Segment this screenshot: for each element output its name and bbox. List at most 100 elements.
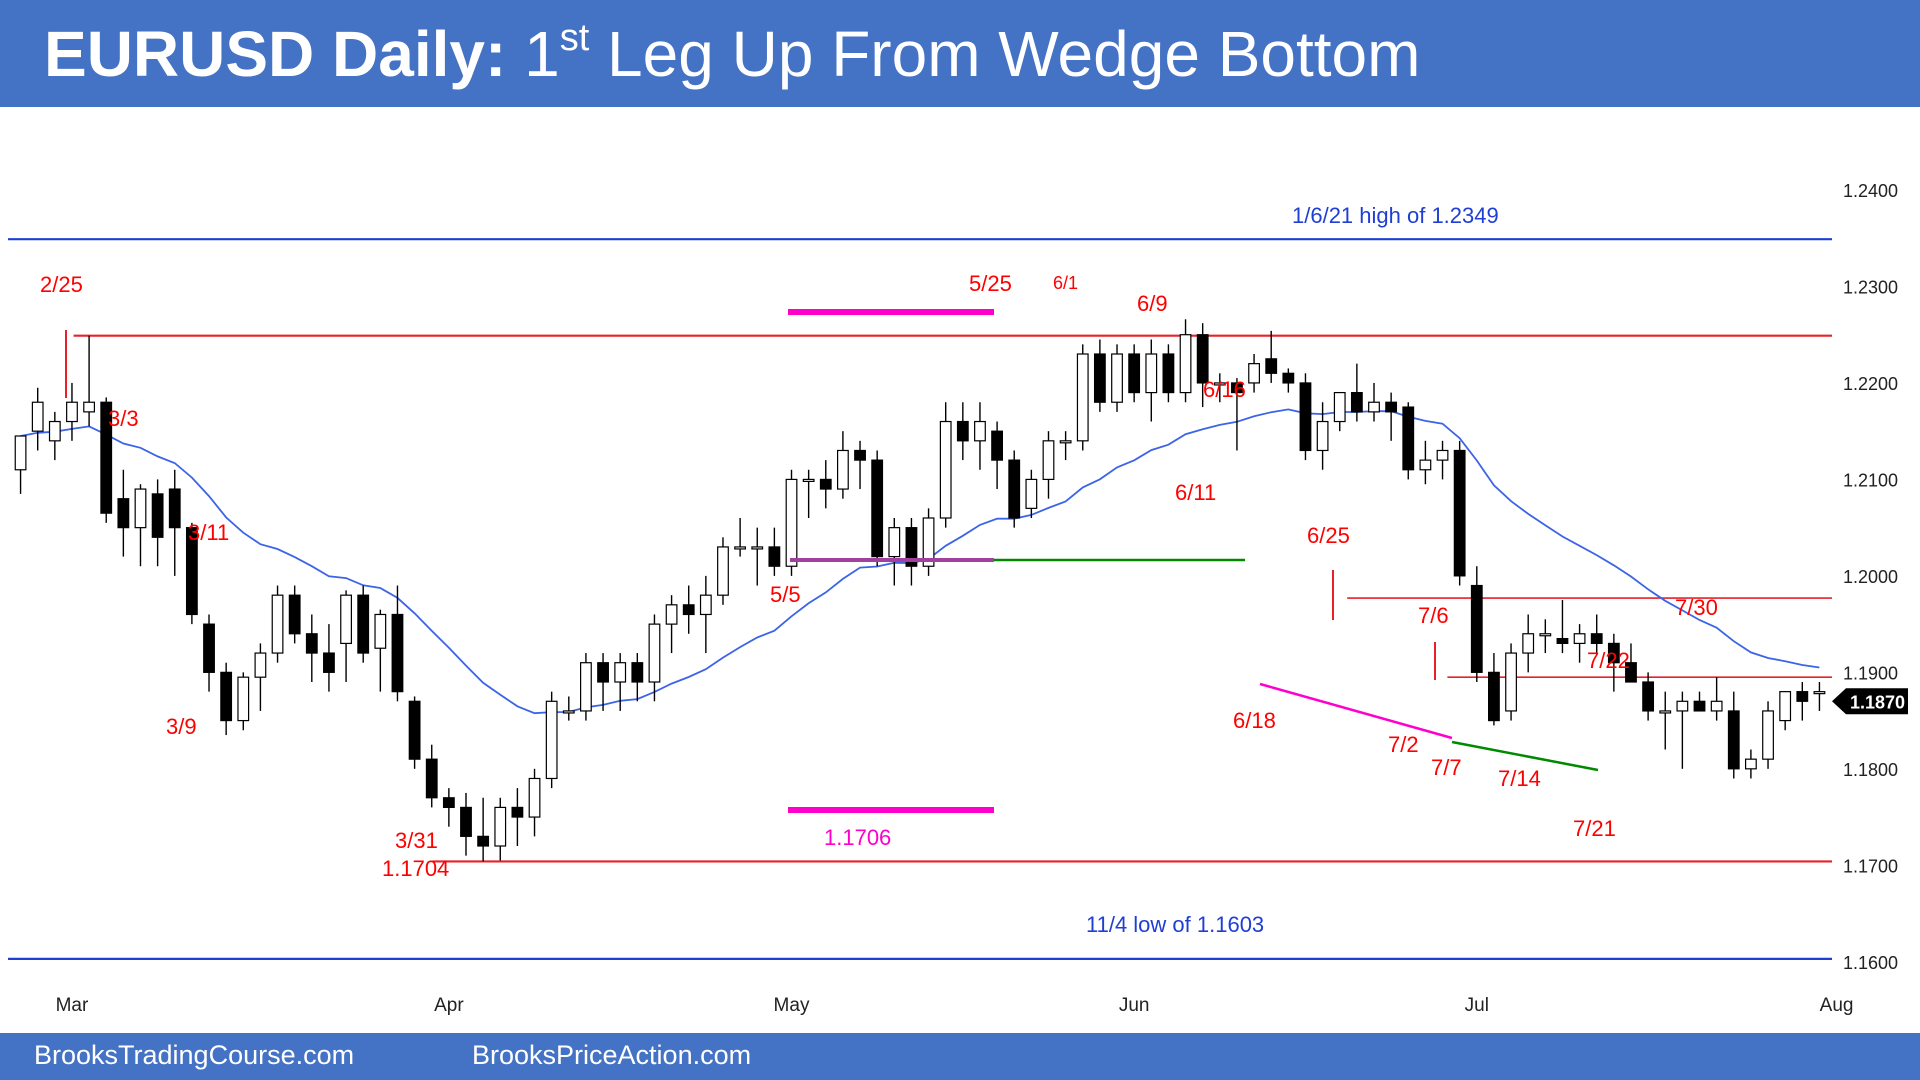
candle: [836, 431, 849, 499]
candle-body: [1590, 633, 1603, 645]
candle: [1385, 392, 1398, 441]
candle-body: [922, 517, 935, 567]
label-date-2-25: 2/25: [40, 272, 83, 297]
candle: [1470, 566, 1483, 682]
candle-body: [905, 527, 918, 567]
candle-body: [717, 546, 729, 596]
candle-body: [425, 758, 438, 799]
label-date-7-2: 7/2: [1388, 732, 1419, 757]
candle-body: [1368, 401, 1380, 413]
candle-body: [357, 594, 370, 654]
candle: [100, 397, 113, 523]
candle: [185, 522, 198, 625]
candle: [1316, 402, 1329, 470]
label-low-1603: 11/4 low of 1.1603: [1086, 912, 1264, 937]
candle: [1093, 339, 1106, 412]
candle-body: [408, 700, 421, 760]
candle: [48, 411, 61, 461]
candle: [1453, 440, 1466, 586]
candle-body: [614, 662, 627, 683]
candle: [922, 508, 935, 576]
candle-body: [1470, 584, 1483, 673]
candle: [1350, 363, 1363, 422]
candle-body: [665, 604, 678, 625]
candle-body: [1350, 391, 1363, 413]
candle-body: [203, 623, 215, 673]
candle-body: [117, 498, 130, 529]
candle: [1710, 677, 1723, 721]
candle-body: [597, 662, 609, 683]
candle-body: [1436, 449, 1449, 461]
candle-body: [1402, 406, 1415, 471]
candle-body: [1299, 382, 1312, 452]
candlestick-chart: 1.1600 1.1700 1.1800 1.1900 1.2000 1.2100 1.22…: [8, 181, 1908, 1016]
candle-body: [237, 676, 250, 722]
candle-body: [562, 710, 575, 714]
candle-body: [1231, 382, 1243, 394]
candle: [734, 518, 747, 557]
candle-body: [1488, 671, 1500, 722]
horizontal-levels: [8, 238, 1832, 960]
candle: [374, 609, 387, 692]
candle-body: [888, 527, 901, 558]
candle-body: [580, 662, 592, 712]
candle: [1436, 440, 1449, 480]
label-date-7-30: 7/30: [1675, 595, 1718, 620]
candle: [323, 624, 335, 692]
label-high-2349: 1/6/21 high of 1.2349: [1292, 203, 1499, 228]
candle-body: [819, 478, 832, 490]
candle-body: [374, 613, 387, 649]
candle: [545, 691, 558, 789]
title-leg-suffix: st: [559, 17, 590, 59]
candle-body: [1128, 353, 1141, 394]
y-tick-label: 1.1800: [1843, 760, 1898, 780]
candle: [1727, 691, 1740, 779]
candle: [220, 662, 233, 736]
candle-body: [871, 459, 884, 558]
candle: [83, 335, 96, 427]
x-tick-label: Mar: [56, 995, 89, 1016]
candle: [1693, 691, 1706, 712]
candle: [1111, 344, 1123, 412]
candle: [1333, 391, 1346, 432]
candle-body: [802, 478, 815, 483]
label-date-7-14: 7/14: [1498, 766, 1541, 791]
y-tick-label: 1.2300: [1843, 277, 1898, 297]
candle-body: [31, 401, 44, 432]
candle: [1299, 373, 1312, 461]
candle: [425, 744, 438, 808]
label-date-3-11: 3/11: [188, 520, 229, 545]
annotation-markers: [65, 309, 1599, 813]
candle-body: [836, 449, 849, 490]
candle: [562, 696, 575, 721]
candle-body: [1556, 637, 1569, 645]
x-tick-label: Aug: [1820, 995, 1854, 1016]
candle-body: [1625, 662, 1637, 683]
candle: [699, 575, 712, 654]
candle: [1196, 323, 1209, 408]
candle: [477, 797, 490, 862]
label-date-7-22: 7/22: [1587, 648, 1630, 673]
label-date-6-1: 6/1: [1053, 273, 1078, 293]
candle-body: [1727, 710, 1740, 770]
candle-body: [751, 546, 764, 550]
candle-body: [699, 594, 712, 616]
candle: [271, 585, 284, 663]
candle: [1248, 354, 1260, 393]
candle-body: [460, 806, 472, 837]
label-date-6-18: 6/18: [1233, 708, 1276, 733]
x-tick-label: Apr: [434, 995, 464, 1016]
candle-body: [1282, 372, 1295, 384]
footer-right-site[interactable]: BrooksPriceAction.com: [472, 1040, 752, 1070]
candle: [1607, 633, 1620, 692]
candle: [665, 595, 678, 654]
candle: [854, 440, 866, 490]
label-date-6-11: 6/11: [1175, 480, 1216, 505]
y-tick-label: 1.2100: [1843, 470, 1898, 490]
label-magenta-1706: 1.1706: [824, 825, 891, 850]
footer-left-site[interactable]: BrooksTradingCourse.com: [34, 1040, 355, 1070]
candle: [511, 788, 524, 846]
candle: [1368, 382, 1380, 422]
candle-body: [1145, 353, 1158, 394]
candle-body: [340, 594, 352, 645]
